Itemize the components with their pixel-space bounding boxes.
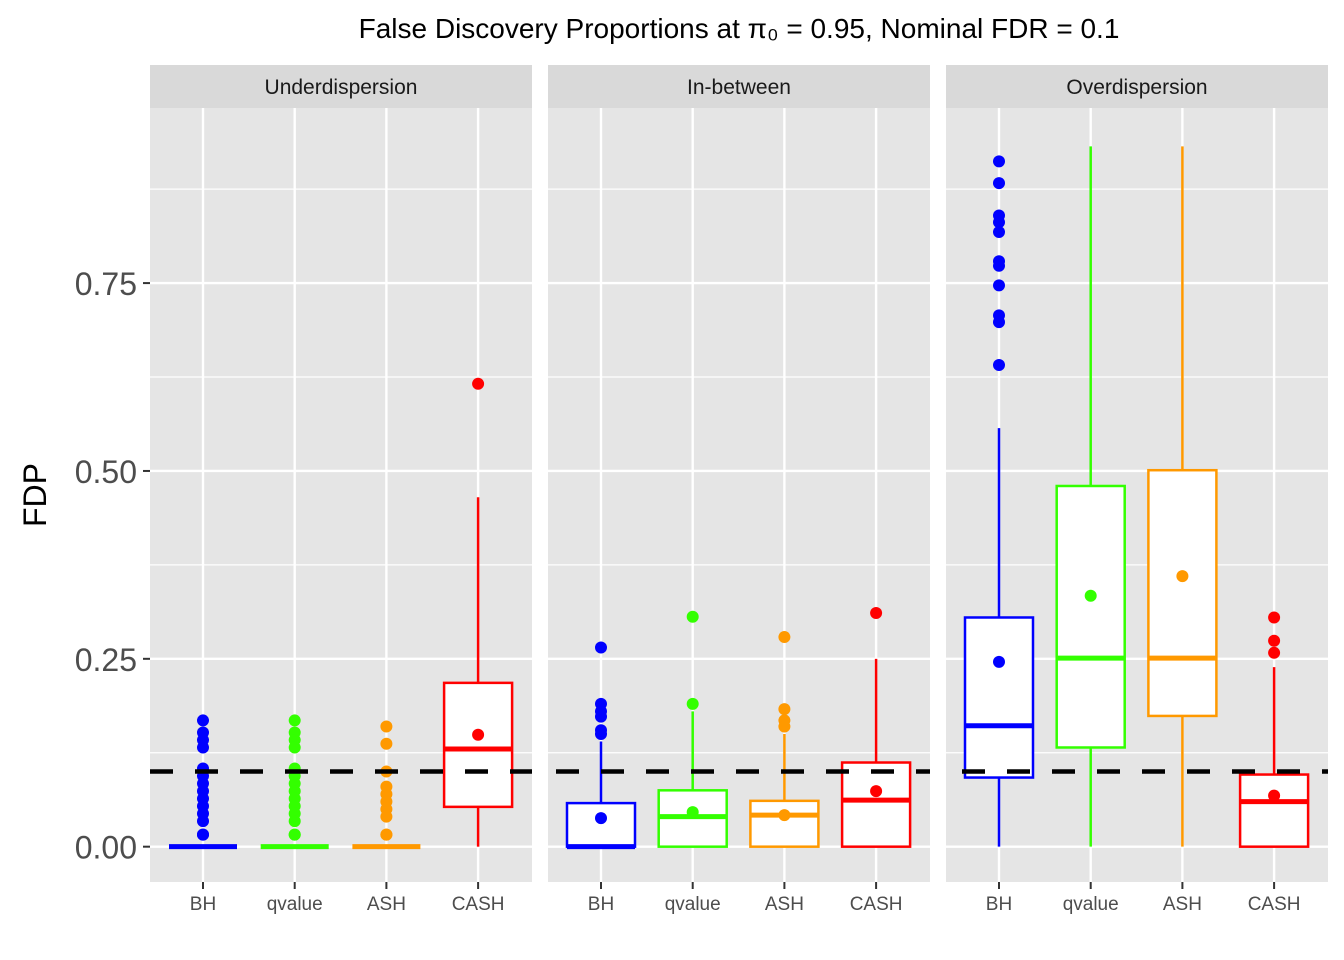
outlier-point [197, 714, 209, 727]
facet-strip-label: Overdispersion [1066, 76, 1207, 99]
mean-point [870, 785, 883, 798]
outlier-point [595, 641, 607, 654]
y-tick-label: 0.75 [75, 266, 137, 302]
mean-point [686, 806, 699, 819]
outlier-point [1268, 611, 1281, 624]
box-bh [169, 714, 237, 850]
outlier-point [993, 358, 1005, 371]
y-axis-label: FDP [17, 463, 53, 527]
panel-underdispersion: Underdispersion BH qvalue ASH CASH [150, 65, 532, 915]
box-iqr [1055, 484, 1126, 749]
outlier-point [993, 279, 1005, 292]
outlier-point [993, 316, 1005, 329]
mean-point [1084, 589, 1097, 602]
panel-overdispersion: Overdispersion BH qvalue ASH CASH [946, 65, 1328, 915]
box-iqr [565, 801, 637, 848]
box-ash [749, 631, 820, 848]
x-tick-label: CASH [850, 894, 903, 915]
mean-point [197, 828, 209, 841]
outlier-point [595, 727, 607, 740]
outlier-point [197, 815, 209, 828]
outlier-point [288, 815, 301, 828]
outlier-point [993, 216, 1005, 229]
outlier-point [993, 225, 1005, 238]
box-qvalue [657, 610, 728, 848]
facet-strip [946, 65, 1328, 108]
outlier-point [380, 737, 393, 750]
facet-strip [150, 65, 532, 108]
box-iqr [963, 616, 1035, 779]
mean-point [1176, 570, 1189, 583]
box-bh [565, 641, 637, 850]
outlier-point [870, 606, 883, 619]
x-tick-label: ASH [1163, 894, 1202, 915]
y-tick-label: 0.00 [75, 830, 137, 866]
box-bh [963, 155, 1035, 847]
y-axis: 0.00 0.25 0.50 0.75 [75, 266, 150, 866]
mean-point [472, 728, 485, 741]
outlier-point [1268, 634, 1281, 647]
box-cash [442, 377, 514, 847]
mean-point [288, 828, 301, 841]
x-tick-label: BH [588, 894, 614, 915]
x-tick-label: ASH [367, 894, 406, 915]
outlier-point [197, 741, 209, 754]
outlier-point [993, 155, 1005, 168]
box-ash [352, 720, 421, 850]
outlier-point [1268, 646, 1281, 659]
mean-point [595, 812, 607, 825]
box-iqr [442, 681, 514, 809]
box-qvalue [1055, 146, 1126, 847]
panel-in-between: In-between BH qvalue ASH CASH [548, 65, 930, 915]
x-tick-label: BH [986, 894, 1012, 915]
x-tick-label: qvalue [267, 894, 323, 915]
outlier-point [472, 377, 485, 390]
mean-point [993, 655, 1005, 668]
x-tick-label: CASH [452, 894, 505, 915]
mean-point [380, 828, 393, 841]
x-tick-label: BH [190, 894, 216, 915]
outlier-point [380, 720, 393, 733]
y-tick-label: 0.50 [75, 454, 137, 490]
x-tick-label: ASH [765, 894, 804, 915]
facet-strip-label: Underdispersion [265, 76, 418, 99]
box-iqr [1147, 468, 1218, 718]
x-tick-label: qvalue [665, 894, 721, 915]
outlier-point [595, 710, 607, 723]
outlier-point [288, 741, 301, 754]
outlier-point [288, 714, 301, 727]
x-tick-label: qvalue [1063, 894, 1119, 915]
outlier-point [778, 631, 791, 644]
mean-point [1268, 789, 1281, 802]
mean-point [778, 809, 791, 822]
outlier-point [686, 610, 699, 623]
box-cash [1238, 611, 1310, 848]
outlier-point [380, 810, 393, 823]
outlier-point [993, 259, 1005, 272]
chart-title: False Discovery Proportions at π₀ = 0.95… [359, 13, 1120, 44]
outlier-point [686, 697, 699, 710]
facet-strip-label: In-between [687, 76, 791, 99]
box-iqr [1238, 773, 1310, 848]
outlier-point [778, 720, 791, 733]
facet-strip [548, 65, 930, 108]
outlier-point [778, 703, 791, 716]
y-tick-label: 0.25 [75, 642, 137, 678]
box-iqr [749, 799, 820, 848]
x-tick-label: CASH [1248, 894, 1301, 915]
outlier-point [993, 177, 1005, 190]
box-ash [1147, 146, 1218, 847]
box-cash [840, 606, 912, 848]
box-iqr [840, 761, 912, 848]
